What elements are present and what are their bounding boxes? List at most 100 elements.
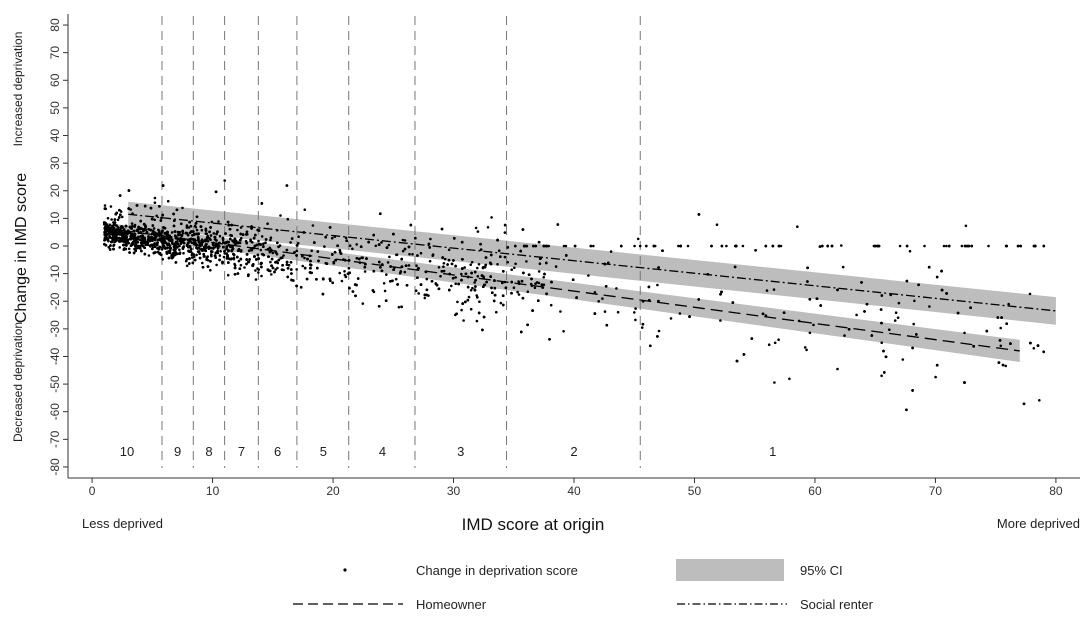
data-point	[215, 232, 218, 236]
data-point	[189, 224, 193, 228]
data-point	[202, 252, 205, 256]
data-point	[106, 225, 110, 228]
data-point	[238, 267, 242, 271]
data-point	[772, 288, 776, 291]
data-point	[517, 280, 520, 283]
data-point	[905, 279, 909, 283]
data-point	[178, 252, 182, 255]
data-point	[109, 244, 112, 247]
data-point	[297, 242, 300, 245]
data-point	[901, 358, 905, 361]
data-point	[506, 260, 510, 264]
data-point	[209, 234, 213, 237]
data-point	[268, 246, 272, 250]
data-point	[466, 298, 470, 302]
data-point	[428, 259, 432, 263]
data-point	[124, 234, 128, 238]
data-point	[818, 245, 822, 248]
data-point	[311, 224, 315, 227]
data-point	[533, 286, 537, 290]
data-point	[248, 258, 251, 261]
data-point	[286, 267, 290, 270]
data-point	[461, 302, 465, 305]
data-point	[503, 231, 507, 234]
data-point	[446, 263, 449, 266]
data-point	[998, 339, 1002, 342]
data-point	[715, 223, 719, 226]
data-point	[134, 247, 137, 250]
data-point	[731, 301, 735, 304]
data-point	[928, 305, 931, 308]
y-tick-label: -40	[48, 347, 62, 365]
data-point	[226, 240, 229, 244]
data-point	[417, 267, 420, 270]
data-point	[247, 273, 250, 277]
data-point	[405, 284, 409, 287]
data-point	[414, 236, 417, 240]
data-point	[440, 227, 444, 231]
data-point	[686, 244, 690, 248]
data-point	[767, 343, 771, 347]
data-point	[204, 232, 208, 235]
data-point	[443, 257, 447, 261]
data-point	[384, 299, 388, 303]
data-point	[262, 242, 265, 245]
data-point	[168, 248, 172, 252]
data-point	[593, 312, 597, 315]
data-point	[898, 244, 902, 248]
data-point	[141, 244, 145, 248]
data-point	[303, 256, 306, 260]
data-point	[477, 311, 481, 315]
data-point	[136, 246, 140, 250]
data-point	[947, 244, 951, 248]
data-point	[166, 243, 169, 247]
data-point	[204, 249, 207, 253]
data-point	[188, 245, 191, 248]
data-point	[194, 222, 198, 225]
data-point	[720, 244, 724, 248]
data-point	[633, 244, 636, 248]
data-point	[358, 257, 361, 261]
data-point	[454, 276, 458, 279]
data-point	[188, 220, 191, 224]
data-point	[359, 245, 363, 248]
data-point	[130, 242, 134, 245]
data-point	[168, 246, 171, 249]
data-point	[397, 305, 401, 309]
data-point	[210, 253, 213, 256]
data-point	[779, 244, 783, 248]
data-point	[303, 266, 307, 270]
data-point	[894, 311, 898, 315]
data-point	[575, 296, 578, 299]
data-point	[481, 328, 484, 332]
data-point	[119, 240, 122, 243]
y-tick-label: 30	[48, 156, 62, 170]
data-point	[276, 241, 279, 245]
data-point	[245, 258, 248, 261]
data-point	[454, 264, 457, 268]
data-point	[158, 252, 161, 256]
data-point	[934, 375, 937, 379]
data-point	[356, 277, 360, 280]
data-point	[396, 283, 399, 286]
data-point	[164, 241, 167, 245]
data-point	[484, 263, 488, 267]
data-point	[233, 238, 237, 242]
data-point	[290, 237, 294, 240]
data-point	[130, 222, 134, 225]
data-point	[427, 242, 431, 246]
data-point	[414, 289, 418, 293]
y-tick-label: 0	[48, 242, 62, 249]
data-point	[479, 242, 482, 246]
data-point	[423, 296, 427, 300]
data-point	[241, 233, 245, 236]
data-point	[470, 271, 473, 275]
data-point	[380, 241, 383, 244]
data-point	[482, 315, 486, 319]
data-point	[245, 262, 248, 266]
data-point	[172, 212, 175, 216]
data-point	[496, 238, 499, 242]
data-point	[387, 243, 391, 247]
data-point	[826, 244, 829, 248]
data-point	[513, 266, 516, 270]
